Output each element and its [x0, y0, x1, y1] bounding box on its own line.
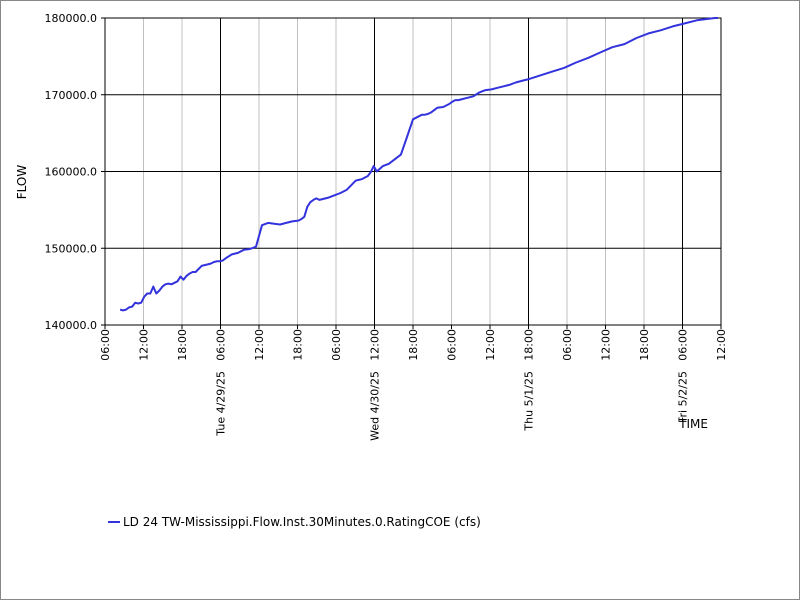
x-day-label: Thu 5/1/25 — [523, 371, 536, 432]
major-gridlines — [105, 18, 721, 325]
x-day-label: Wed 4/30/25 — [369, 371, 382, 441]
legend-line-swatch — [108, 521, 120, 523]
x-tick-label: 12:00 — [138, 329, 151, 361]
x-tick-label: 18:00 — [638, 329, 651, 361]
legend-series-label: LD 24 TW-Mississippi.Flow.Inst.30Minutes… — [123, 515, 481, 529]
y-tick-label: 150000.0 — [45, 242, 98, 255]
x-day-label: Tue 4/29/25 — [215, 371, 228, 437]
x-tick-label: 06:00 — [677, 329, 690, 361]
x-tick-label: 12:00 — [253, 329, 266, 361]
chart-legend: LD 24 TW-Mississippi.Flow.Inst.30Minutes… — [108, 513, 481, 531]
flow-series-line — [119, 17, 718, 312]
series-lines — [119, 17, 718, 312]
x-tick-label: 12:00 — [715, 329, 728, 361]
x-tick-label: 06:00 — [446, 329, 459, 361]
x-axis-tick-labels: 06:00 12:00 18:00 06:00 12:00 18:00 06:00 12:00… — [99, 325, 728, 361]
x-tick-label: 18:00 — [176, 329, 189, 361]
y-axis-title: FLOW — [15, 165, 29, 200]
x-tick-label: 06:00 — [330, 329, 343, 361]
x-tick-label: 18:00 — [523, 329, 536, 361]
x-tick-label: 06:00 — [215, 329, 228, 361]
y-tick-label: 180000.0 — [45, 12, 98, 25]
x-day-label: Fri 5/2/25 — [677, 371, 690, 423]
x-tick-label: 18:00 — [407, 329, 420, 361]
x-tick-label: 12:00 — [600, 329, 613, 361]
x-tick-label: 06:00 — [561, 329, 574, 361]
x-tick-label: 12:00 — [369, 329, 382, 361]
x-tick-label: 12:00 — [484, 329, 497, 361]
y-tick-label: 160000.0 — [45, 166, 98, 179]
y-tick-label: 140000.0 — [45, 319, 98, 332]
x-tick-label: 18:00 — [292, 329, 305, 361]
x-tick-label: 06:00 — [99, 329, 112, 361]
y-axis-tick-labels: 140000.0 150000.0 160000.0 170000.0 180000.0 — [45, 12, 105, 332]
x-axis-day-labels: Tue 4/29/25 Wed 4/30/25 Thu 5/1/25 Fri 5/2/… — [215, 371, 690, 441]
x-axis-title: TIME — [678, 417, 708, 431]
y-tick-label: 170000.0 — [45, 89, 98, 102]
